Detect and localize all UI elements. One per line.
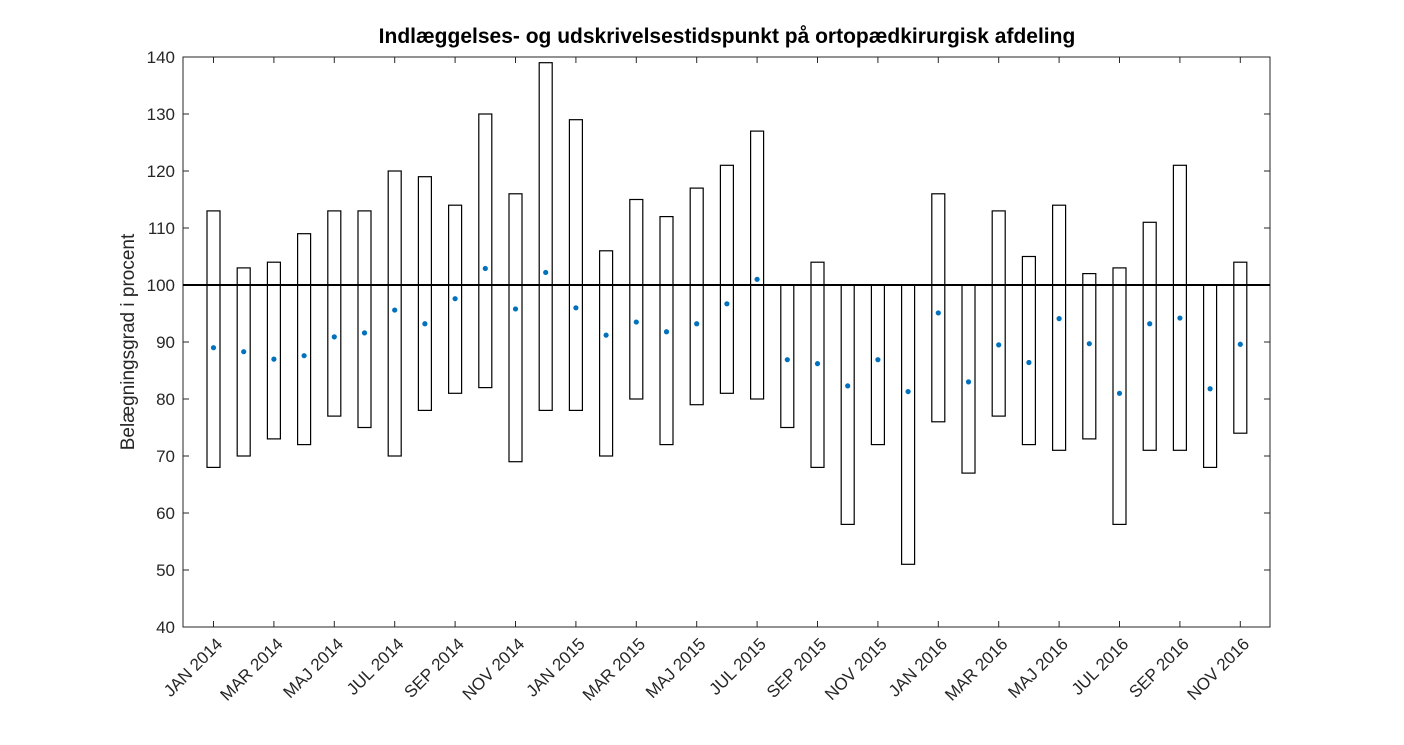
y-tick-label: 60 — [156, 504, 175, 523]
x-tick-label: MAJ 2016 — [1004, 634, 1072, 702]
range-box-aug-2014 — [417, 176, 432, 411]
range-box-nov-2014 — [508, 193, 523, 463]
range-box-jan-2015 — [568, 119, 584, 412]
range-box-jun-2015 — [719, 164, 735, 394]
mean-marker-aug-2014 — [422, 321, 428, 327]
y-tick-label: 140 — [147, 48, 175, 67]
mean-marker-jun-2016 — [1086, 341, 1092, 347]
mean-marker-maj-2016 — [1056, 316, 1062, 322]
y-tick-label: 130 — [147, 105, 175, 124]
mean-marker-maj-2015 — [694, 321, 700, 327]
x-tick-label: NOV 2015 — [821, 634, 891, 704]
y-tick-label: 80 — [156, 390, 175, 409]
mean-marker-feb-2015 — [603, 332, 609, 338]
x-tick-label: SEP 2016 — [1125, 634, 1192, 701]
mean-marker-jun-2015 — [724, 301, 730, 307]
mean-marker-jul-2016 — [1116, 390, 1123, 396]
mean-marker-feb-2014 — [241, 349, 247, 355]
mean-marker-jun-2014 — [361, 330, 368, 336]
x-tick-label: SEP 2015 — [763, 634, 830, 701]
range-box-jul-2014 — [387, 170, 402, 457]
range-box-apr-2014 — [297, 233, 312, 446]
range-box-jun-2016 — [1082, 273, 1097, 440]
mean-marker-apr-2015 — [663, 329, 670, 335]
range-box-mar-2016 — [991, 210, 1006, 417]
mean-marker-sep-2015 — [814, 361, 821, 367]
range-box-jul-2015 — [749, 130, 765, 400]
x-tick-label: MAR 2014 — [216, 634, 286, 704]
range-box-jan-2016 — [931, 193, 946, 423]
range-box-sep-2016 — [1172, 164, 1188, 451]
mean-marker-nov-2016 — [1237, 341, 1243, 347]
range-box-jul-2016 — [1112, 267, 1127, 525]
y-axis-label: Belægningsgrad i procent — [118, 233, 139, 450]
mean-marker-okt-2016 — [1207, 386, 1213, 392]
mean-marker-jan-2016 — [935, 310, 941, 316]
range-box-jun-2014 — [357, 210, 372, 429]
mean-marker-dec-2014 — [543, 269, 549, 276]
range-box-nov-2016 — [1233, 261, 1248, 434]
range-box-okt-2015 — [840, 284, 855, 525]
y-tick-label: 40 — [156, 618, 175, 637]
mean-marker-mar-2015 — [633, 319, 639, 325]
y-tick-label: 110 — [148, 219, 175, 238]
mean-marker-maj-2014 — [331, 334, 337, 340]
y-tick-label: 70 — [156, 447, 175, 466]
range-box-maj-2016 — [1051, 204, 1067, 451]
range-box-maj-2014 — [327, 210, 342, 417]
mean-marker-dec-2015 — [905, 388, 911, 395]
range-box-mar-2015 — [629, 198, 644, 400]
range-box-feb-2014 — [236, 267, 251, 457]
mean-marker-nov-2015 — [875, 357, 881, 363]
y-tick-label: 100 — [147, 276, 175, 295]
x-tick-label: JUL 2016 — [1068, 634, 1132, 698]
mean-marker-apr-2014 — [301, 353, 307, 359]
y-tick-label: 50 — [156, 561, 175, 580]
mean-marker-jul-2014 — [392, 307, 398, 313]
x-tick-label: JUL 2014 — [343, 634, 407, 698]
x-tick-label: NOV 2016 — [1184, 634, 1254, 704]
range-box-nov-2015 — [870, 284, 886, 446]
x-tick-label: NOV 2014 — [459, 634, 529, 704]
mean-marker-aug-2016 — [1147, 321, 1153, 327]
range-box-mar-2014 — [266, 261, 281, 440]
mean-marker-jul-2015 — [754, 276, 760, 282]
x-tick-label: MAJ 2015 — [642, 634, 710, 702]
mean-marker-sep-2016 — [1177, 315, 1183, 321]
range-box-maj-2015 — [689, 187, 704, 406]
mean-marker-jan-2015 — [573, 305, 579, 311]
mean-marker-sep-2014 — [452, 296, 458, 302]
x-tick-label: JUL 2015 — [705, 634, 769, 698]
range-box-okt-2016 — [1202, 284, 1218, 468]
x-tick-label: MAR 2015 — [579, 634, 649, 704]
range-box-aug-2016 — [1142, 221, 1157, 451]
mean-marker-mar-2016 — [996, 342, 1002, 348]
x-tick-label: MAR 2016 — [941, 634, 1011, 704]
range-box-dec-2015 — [900, 284, 916, 565]
range-box-okt-2014 — [478, 113, 493, 389]
y-tick-label: 90 — [156, 333, 175, 352]
mean-marker-aug-2015 — [784, 357, 790, 363]
y-tick-label: 120 — [147, 162, 175, 181]
mean-marker-mar-2014 — [271, 356, 277, 362]
range-box-feb-2015 — [598, 250, 614, 457]
mean-marker-apr-2016 — [1026, 359, 1032, 366]
x-tick-label: SEP 2014 — [401, 634, 468, 701]
range-box-aug-2015 — [780, 284, 795, 429]
mean-marker-nov-2014 — [512, 306, 519, 312]
mean-marker-okt-2015 — [845, 383, 851, 389]
range-box-dec-2014 — [538, 62, 553, 412]
mean-marker-jan-2014 — [210, 345, 217, 351]
chart-title: Indlæggelses- og udskrivelsestidspunkt p… — [379, 25, 1076, 48]
x-tick-label: MAJ 2014 — [280, 634, 348, 702]
mean-marker-feb-2016 — [965, 379, 972, 385]
range-box-feb-2016 — [961, 284, 976, 474]
range-box-apr-2016 — [1021, 255, 1037, 446]
range-box-jan-2014 — [206, 210, 221, 468]
mean-marker-okt-2014 — [482, 265, 488, 272]
